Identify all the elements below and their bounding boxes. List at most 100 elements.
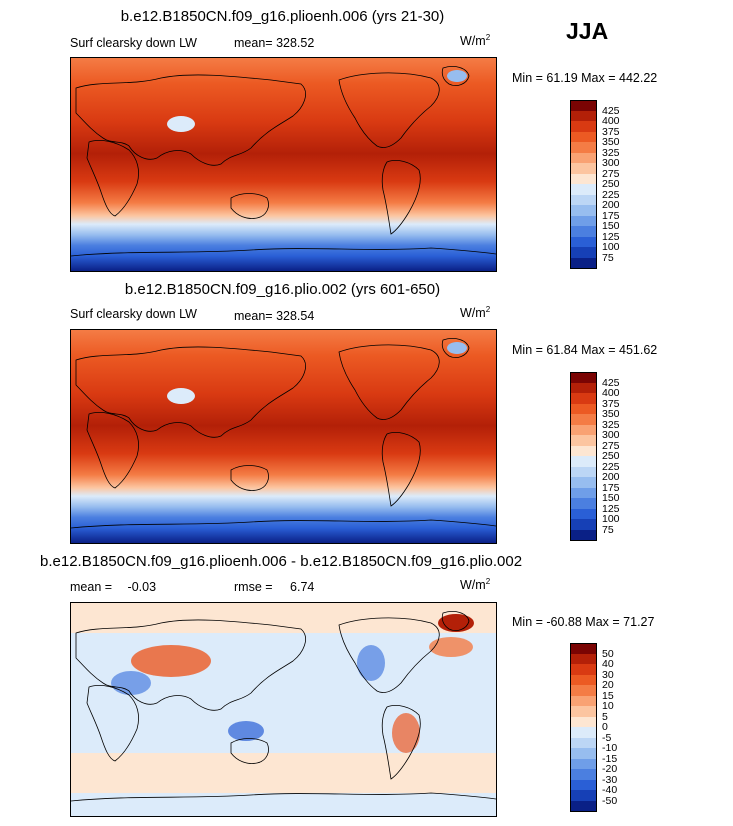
colorbar-swatch (570, 121, 597, 132)
colorbar-tick-label: 325 (602, 418, 620, 431)
colorbar-tick-label: 425 (602, 376, 620, 389)
colorbar-swatch (570, 456, 597, 467)
colorbar-tick-label: 400 (602, 387, 620, 399)
panel-3-units: W/m2 (460, 577, 490, 592)
colorbar-swatch (570, 110, 597, 122)
colorbar-tick-label: 250 (602, 178, 620, 190)
panel-3-coast-north-america (338, 617, 440, 693)
panel-1-mean-value: 328.52 (276, 36, 315, 50)
colorbar-tick-label: 375 (602, 397, 620, 410)
colorbar-tick-label: 225 (602, 460, 620, 473)
colorbar-tick-label: -40 (602, 784, 618, 796)
colorbar-tick-label: -10 (602, 742, 618, 754)
colorbar-swatch (570, 414, 597, 425)
panel-1-coast-antarctica (71, 247, 496, 257)
colorbar-tick-label: 20 (602, 679, 614, 691)
panel-1-title: b.e12.B1850CN.f09_g16.plioenh.006 (yrs 2… (120, 8, 445, 25)
panel-1-coast-africa (86, 140, 139, 217)
panel-3-band-north (71, 603, 496, 633)
panel-2-mean-label: mean= (234, 309, 273, 323)
colorbar-tick-label: -15 (602, 752, 618, 765)
panel-1-greenland-low (447, 70, 467, 82)
panel-2-map (70, 329, 497, 544)
colorbar-swatch (570, 424, 597, 436)
panel-2-coast-south-america (381, 432, 421, 507)
panel-3-band-south (71, 753, 496, 793)
colorbar-swatch (570, 142, 597, 153)
colorbar-swatch (570, 194, 597, 206)
panel-3-australia-cold (228, 721, 264, 741)
colorbar-tick-label: 300 (602, 157, 620, 169)
colorbar-swatch (570, 215, 597, 227)
panel-3-units-exp: 2 (485, 577, 491, 586)
panel-3-coast-antarctica (71, 792, 496, 802)
colorbar-swatch (570, 685, 597, 696)
panel-2-units: W/m2 (460, 305, 490, 320)
panel-2-coast-europe-asia (75, 346, 306, 438)
panel-2-field (71, 330, 496, 543)
colorbar-tick-label: 150 (602, 220, 620, 232)
colorbar-tick-label: 325 (602, 146, 620, 159)
colorbar-swatch (570, 653, 597, 665)
panel-1-coast-greenland (441, 66, 470, 86)
colorbar-tick-label: 425 (602, 104, 620, 117)
panel-3-mean: mean = -0.03 (70, 580, 156, 594)
colorbar-tick-label: 200 (602, 471, 620, 483)
colorbar-swatch (570, 519, 597, 530)
panel-2-minmax: Min = 61.84 Max = 451.62 (512, 343, 658, 357)
colorbar-tick-label: 225 (602, 188, 620, 201)
panel-2-colorbar: 425 400 375 350 325 300 275 250 225 200 175 150 125 1… (570, 372, 640, 541)
colorbar-swatch (570, 466, 597, 478)
colorbar-swatch (570, 790, 597, 801)
colorbar-tick-label: -30 (602, 773, 618, 786)
colorbar-tick-label: 100 (602, 513, 620, 525)
panel-3-colorbar: 50 40 30 20 15 10 5 0 -5 -10 -15 -20 -30 -40 -50 (570, 643, 640, 812)
panel-2-mean: mean= 328.54 (234, 309, 314, 323)
panel-1-coast-south-america (381, 160, 421, 235)
colorbar-tick-label: 275 (602, 167, 620, 180)
colorbar-swatch (570, 737, 597, 749)
colorbar-tick-label: -50 (602, 794, 618, 807)
panel-1-variable: Surf clearsky down LW (70, 36, 197, 50)
colorbar-swatch (570, 800, 597, 812)
colorbar-swatch (570, 779, 597, 791)
colorbar-swatch (570, 393, 597, 404)
panel-2-coast-north-america (338, 344, 440, 420)
panel-3-atlantic-warm (429, 637, 473, 657)
panel-3-southam-warm (392, 713, 420, 753)
colorbar-tick-label: 375 (602, 125, 620, 138)
colorbar-swatch (570, 445, 597, 457)
panel-2-coast-australia (230, 465, 269, 491)
colorbar-tick-label: 250 (602, 450, 620, 462)
panel-1-units: W/m2 (460, 33, 490, 48)
season-label: JJA (566, 18, 609, 44)
colorbar-swatch (570, 184, 597, 195)
colorbar-tick-label: 400 (602, 115, 620, 127)
panel-3-asia-hot (131, 645, 211, 677)
colorbar-tick-label: 75 (602, 523, 614, 536)
panel-1-colorbar: 425 400 375 350 325 300 275 250 225 200 175 150 125 1… (570, 100, 640, 269)
panel-3-asia-cold (111, 671, 151, 695)
panel-1-coast-europe-asia (75, 74, 306, 166)
colorbar-tick-label: 5 (602, 710, 608, 723)
colorbar-swatch (570, 487, 597, 499)
panel-1-mean-label: mean= (234, 36, 273, 50)
panel-3-map (70, 602, 497, 817)
colorbar-tick-label: 275 (602, 439, 620, 452)
colorbar-tick-label: 350 (602, 136, 620, 148)
panel-3-units-base: W/m (460, 578, 486, 593)
panel-2-coast-antarctica (71, 519, 496, 529)
colorbar-tick-label: 50 (602, 647, 614, 660)
colorbar-swatch (570, 205, 597, 216)
panel-1-units-exp: 2 (485, 33, 491, 42)
colorbar-swatch (570, 758, 597, 770)
panel-1-map (70, 57, 497, 272)
colorbar-tick-label: 10 (602, 700, 614, 712)
panel-2-units-base: W/m (460, 306, 486, 321)
colorbar-swatch (570, 643, 597, 654)
colorbar-swatch (570, 695, 597, 707)
colorbar-swatch (570, 403, 597, 415)
colorbar-swatch (570, 173, 597, 185)
panel-3-minmax: Min = -60.88 Max = 71.27 (512, 615, 655, 629)
colorbar-tick-label: 0 (602, 721, 608, 733)
